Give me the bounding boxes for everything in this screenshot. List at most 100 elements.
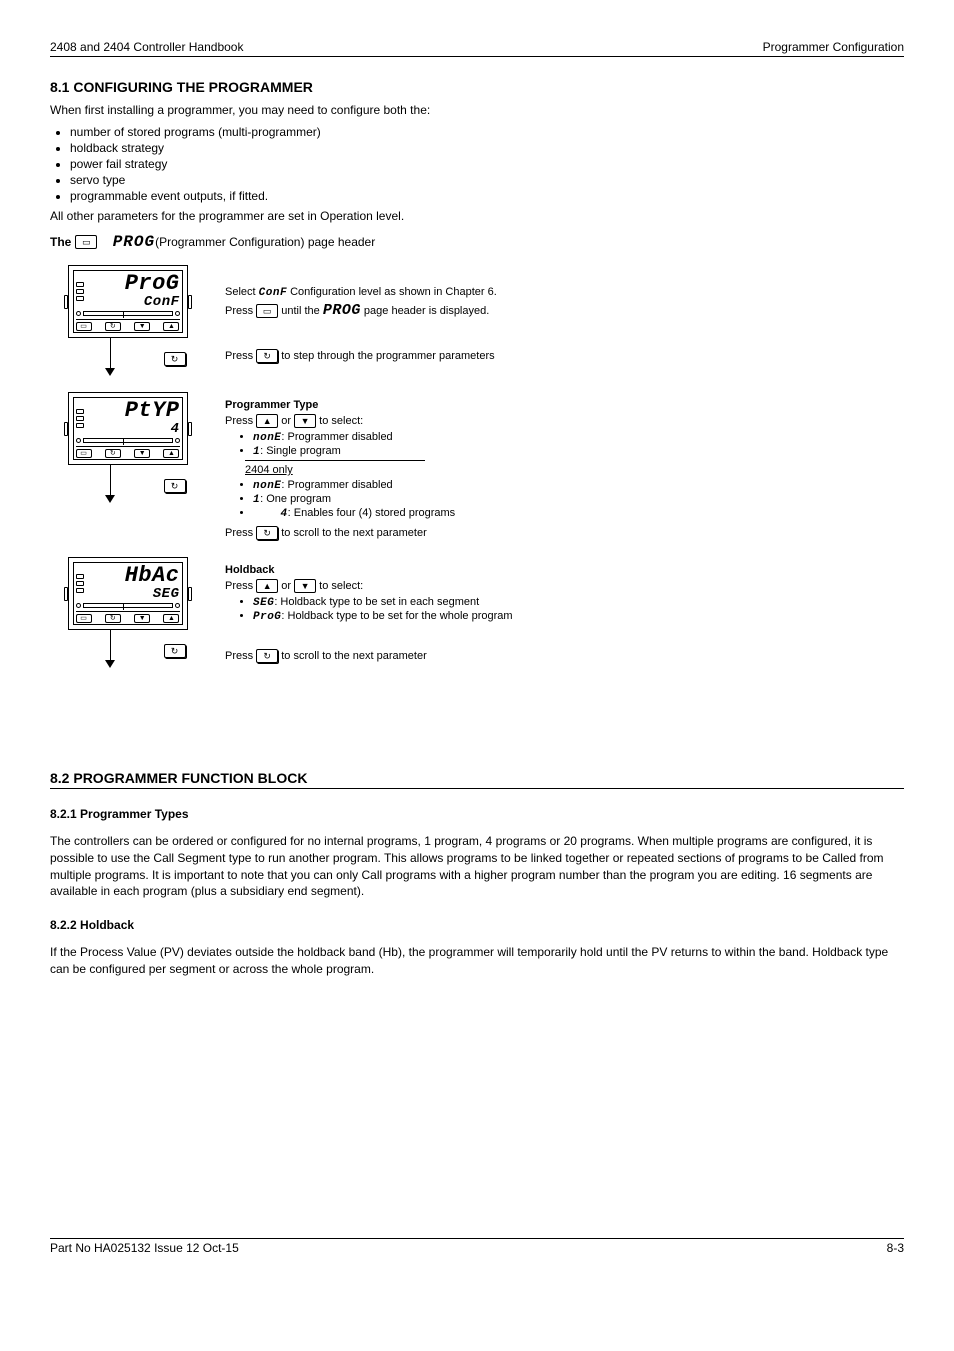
enter-key-icon: ↻ — [256, 649, 278, 663]
led-icon — [76, 581, 84, 586]
up-button[interactable]: ▲ — [163, 449, 179, 458]
lamp-icon — [175, 311, 180, 316]
page-button[interactable]: ▭ — [76, 449, 92, 458]
text: Configuration level as shown in Chapter … — [290, 286, 497, 298]
page-header: 2408 and 2404 Controller Handbook Progra… — [50, 40, 904, 57]
led-icon — [76, 289, 84, 294]
bullet: programmable event outputs, if fitted. — [70, 189, 904, 203]
prog-desc: (Programmer Configuration) page header — [155, 235, 375, 249]
text: Press — [225, 527, 256, 539]
text: Press — [225, 650, 256, 662]
enter-key-icon: ↻ — [256, 526, 278, 540]
down-key-icon: ▼ — [294, 579, 316, 593]
subheading-8-2-1: 8.2.1 Programmer Types — [50, 807, 904, 821]
text: Select — [225, 286, 259, 298]
text: to step through the programmer parameter… — [281, 350, 494, 362]
step3-heading: Holdback — [225, 564, 275, 576]
device2-top: PtYP — [87, 400, 180, 422]
led-icon — [76, 416, 84, 421]
lamp-icon — [175, 438, 180, 443]
device1-top: ProG — [87, 273, 180, 295]
section-8-1-title: 8.1 CONFIGURING THE PROGRAMMER — [50, 79, 904, 95]
text: to select: — [319, 580, 363, 592]
progress-bar — [83, 438, 173, 443]
prog-page-header-line: The ▭ PROG (Programmer Configuration) pa… — [50, 233, 904, 251]
section-8-1-bullets: number of stored programs (multi-program… — [70, 125, 904, 203]
led-icon — [76, 296, 84, 301]
option: 1: Single program — [253, 445, 904, 458]
device3-top: HbAc — [87, 565, 180, 587]
device-notch — [188, 587, 192, 601]
enter-button[interactable]: ↻ — [105, 322, 121, 331]
text: or — [281, 415, 294, 427]
bullet: servo type — [70, 173, 904, 187]
enter-key-icon: ↻ — [164, 352, 186, 366]
option: 1: One program — [253, 493, 904, 506]
down-key-icon: ▼ — [294, 414, 316, 428]
flow-arrow — [110, 630, 111, 662]
enter-button[interactable]: ↻ — [105, 614, 121, 623]
option: up to 4: Enables four (4) stored program… — [253, 507, 904, 520]
led-icon — [76, 409, 84, 414]
device3-bottom: SEG — [87, 587, 180, 601]
up-key-icon: ▲ — [256, 579, 278, 593]
lamp-icon — [76, 438, 81, 443]
text: to select: — [319, 415, 363, 427]
text: to scroll to the next parameter — [281, 527, 427, 539]
prog-seg: PROG — [323, 302, 361, 319]
header-right: Programmer Configuration — [763, 40, 904, 54]
arrow-down-icon — [105, 660, 115, 668]
page-key-icon: ▭ — [256, 304, 278, 318]
text: Press — [225, 415, 256, 427]
device-notch — [188, 422, 192, 436]
device-notch — [188, 295, 192, 309]
flow-arrow — [110, 338, 111, 370]
bullet: holdback strategy — [70, 141, 904, 155]
step3-row: HbAc SEG ▭ ↻ ▼ ▲ — [50, 557, 904, 670]
page-key-icon: ▭ — [75, 235, 97, 249]
text: Press — [225, 350, 256, 362]
option: SEG: Holdback type to be set in each seg… — [253, 596, 904, 609]
page-button[interactable]: ▭ — [76, 614, 92, 623]
up-key-icon: ▲ — [256, 414, 278, 428]
up-button[interactable]: ▲ — [163, 614, 179, 623]
progress-bar — [83, 603, 173, 608]
down-button[interactable]: ▼ — [134, 614, 150, 623]
footer-right: 8-3 — [887, 1241, 904, 1255]
step1-row: ProG ConF ▭ ↻ ▼ — [50, 265, 904, 378]
section-8-1-intro: When first installing a programmer, you … — [50, 103, 904, 117]
section-8-2-title: 8.2 PROGRAMMER FUNCTION BLOCK — [50, 770, 904, 789]
footer-left: Part No HA025132 Issue 12 Oct-15 — [50, 1241, 239, 1255]
text: page header is displayed. — [364, 305, 489, 317]
up-button[interactable]: ▲ — [163, 322, 179, 331]
led-icon — [76, 282, 84, 287]
down-button[interactable]: ▼ — [134, 449, 150, 458]
down-button[interactable]: ▼ — [134, 322, 150, 331]
device-2: PtYP 4 ▭ ↻ ▼ ▲ — [68, 392, 188, 465]
device2-bottom: 4 — [87, 422, 180, 436]
body-8-2-1: The controllers can be ordered or config… — [50, 833, 904, 900]
page-footer: Part No HA025132 Issue 12 Oct-15 8-3 — [50, 1238, 904, 1255]
text: Press — [225, 580, 256, 592]
text: to scroll to the next parameter — [281, 650, 427, 662]
text: until the — [281, 305, 323, 317]
enter-button[interactable]: ↻ — [105, 449, 121, 458]
flow-arrow — [110, 465, 111, 497]
progress-bar — [83, 311, 173, 316]
enter-key-icon: ↻ — [164, 479, 186, 493]
device-1: ProG ConF ▭ ↻ ▼ — [68, 265, 188, 338]
lamp-icon — [76, 311, 81, 316]
led-icon — [76, 574, 84, 579]
divider — [245, 460, 425, 461]
device-3: HbAc SEG ▭ ↻ ▼ ▲ — [68, 557, 188, 630]
subheading-8-2-2: 8.2.2 Holdback — [50, 918, 904, 932]
step2-heading: Programmer Type — [225, 399, 318, 411]
bullet: power fail strategy — [70, 157, 904, 171]
option: nonE: Programmer disabled — [253, 431, 904, 444]
prog-seg-label: PROG — [113, 233, 155, 251]
led-icon — [76, 423, 84, 428]
label-the: The — [50, 235, 71, 249]
page-button[interactable]: ▭ — [76, 322, 92, 331]
arrow-down-icon — [105, 368, 115, 376]
text: Press — [225, 305, 256, 317]
